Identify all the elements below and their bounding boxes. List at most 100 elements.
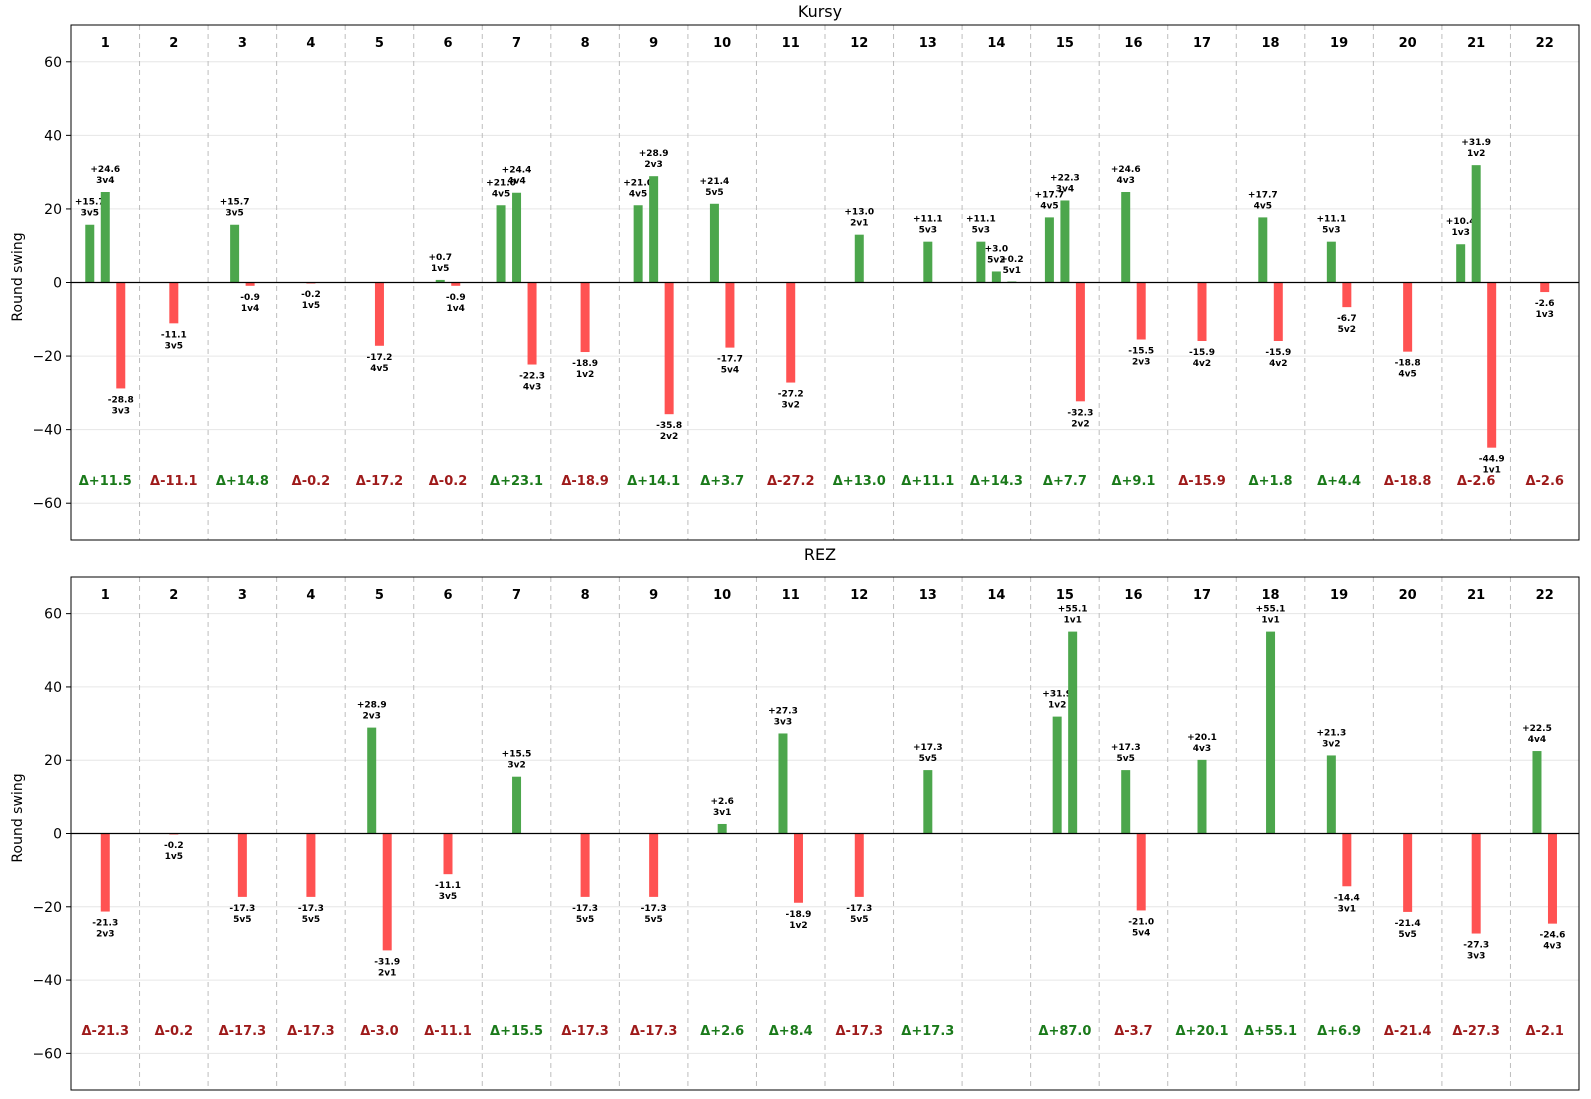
- round-number: 3: [238, 36, 247, 51]
- bar-value-label: +11.1: [913, 215, 943, 225]
- swing-bar: [1540, 282, 1550, 293]
- round-delta: Δ+1.8: [1249, 474, 1293, 489]
- swing-bar: [1273, 282, 1283, 341]
- swing-bar: [100, 192, 110, 283]
- bar-matchup-label: 1v2: [1467, 149, 1485, 159]
- bar-value-label: -0.2: [301, 290, 321, 300]
- bar-value-label: -27.3: [1463, 941, 1489, 951]
- round-delta: Δ-17.3: [287, 1024, 335, 1039]
- swing-bar: [633, 205, 643, 283]
- swing-bar: [854, 833, 864, 897]
- round-number: 19: [1330, 588, 1348, 603]
- bar-matchup-label: 5v5: [302, 915, 320, 925]
- axes-frame: [70, 576, 1580, 1091]
- round-delta: Δ+17.3: [901, 1024, 954, 1039]
- bar-matchup-label: 1v1: [1261, 616, 1279, 626]
- round-delta: Δ+20.1: [1175, 1024, 1228, 1039]
- round-delta: Δ-27.2: [767, 474, 815, 489]
- bar-value-label: +22.3: [1050, 173, 1080, 183]
- bar-matchup-label: 2v3: [644, 160, 662, 170]
- round-number: 12: [850, 588, 868, 603]
- bar-matchup-label: 5v2: [1338, 325, 1356, 335]
- bar-value-label: +11.1: [966, 215, 996, 225]
- swing-bar: [1044, 217, 1054, 283]
- axes-frame: [70, 24, 1580, 541]
- swing-bar: [1326, 241, 1336, 283]
- bar-matchup-label: 5v3: [1322, 226, 1340, 236]
- bar-matchup-label: 4v3: [1117, 176, 1135, 186]
- swing-bar: [230, 224, 240, 283]
- swing-bar: [1471, 165, 1481, 283]
- swing-bar: [1121, 192, 1131, 283]
- swing-bar: [435, 279, 445, 283]
- bar-value-label: +17.3: [913, 743, 943, 753]
- round-delta: Δ+3.7: [700, 474, 744, 489]
- bar-matchup-label: 3v4: [96, 176, 114, 186]
- bar-matchup-label: 5v4: [721, 366, 739, 376]
- swing-bar: [237, 833, 247, 897]
- bar-value-label: -21.0: [1128, 917, 1154, 927]
- round-number: 21: [1467, 36, 1485, 51]
- round-number: 9: [649, 36, 658, 51]
- bar-value-label: -17.3: [298, 904, 324, 914]
- swing-bar: [991, 271, 1001, 283]
- swing-bar: [1068, 631, 1078, 834]
- bar-value-label: -15.9: [1265, 348, 1291, 358]
- swing-bar: [1136, 833, 1146, 911]
- bar-matchup-label: 2v1: [850, 219, 868, 229]
- swing-bar: [793, 833, 803, 903]
- bar-value-label: -0.9: [240, 293, 260, 303]
- round-number: 17: [1193, 36, 1211, 51]
- round-number: 22: [1536, 36, 1554, 51]
- bar-matchup-label: 1v2: [789, 921, 807, 931]
- bar-value-label: -31.9: [374, 957, 400, 967]
- y-tick-label: 60: [44, 55, 62, 71]
- swing-bar: [1197, 282, 1207, 341]
- kursy-panel: Kursy Round swing −60−40−200204060+15.73…: [10, 2, 1580, 541]
- bar-value-label: -15.9: [1189, 348, 1215, 358]
- swing-bar: [1456, 244, 1466, 283]
- bar-matchup-label: 3v2: [1322, 739, 1340, 749]
- bar-matchup-label: 4v5: [1398, 370, 1416, 380]
- bar-matchup-label: 4v3: [523, 383, 541, 393]
- round-delta: Δ-18.8: [1384, 474, 1432, 489]
- swing-bar: [786, 282, 796, 383]
- bar-value-label: +28.9: [357, 701, 387, 711]
- round-number: 8: [581, 36, 590, 51]
- bar-value-label: -14.4: [1334, 893, 1360, 903]
- round-delta: Δ-27.3: [1452, 1024, 1500, 1039]
- bar-value-label: +55.1: [1058, 605, 1088, 615]
- bar-value-label: +55.1: [1256, 605, 1286, 615]
- round-number: 17: [1193, 588, 1211, 603]
- swing-bar: [1326, 755, 1336, 834]
- round-number: 9: [649, 588, 658, 603]
- bar-matchup-label: 3v4: [1056, 184, 1074, 194]
- bar-matchup-label: 4v4: [507, 177, 525, 187]
- round-number: 18: [1261, 588, 1279, 603]
- round-number: 16: [1124, 36, 1142, 51]
- bar-value-label: -18.9: [572, 359, 598, 369]
- bar-value-label: +17.7: [1035, 190, 1065, 200]
- rez-panel: REZ Round swing −60−40−200204060-21.32v3…: [10, 545, 1580, 1091]
- round-delta: Δ+13.0: [833, 474, 886, 489]
- bar-value-label: +31.9: [1461, 138, 1491, 148]
- bar-value-label: +17.7: [1248, 190, 1278, 200]
- swing-bar: [1487, 282, 1497, 448]
- bar-value-label: -2.6: [1535, 299, 1555, 309]
- bar-matchup-label: 1v3: [1451, 228, 1469, 238]
- bar-matchup-label: 4v5: [1254, 201, 1272, 211]
- round-number: 7: [512, 588, 521, 603]
- round-number: 7: [512, 36, 521, 51]
- swing-bar: [1403, 282, 1413, 352]
- bar-matchup-label: 2v2: [1071, 419, 1089, 429]
- bar-value-label: -11.1: [161, 330, 187, 340]
- round-delta: Δ-11.1: [150, 474, 198, 489]
- round-number: 6: [443, 588, 452, 603]
- swing-bar: [976, 241, 986, 283]
- bar-value-label: +24.6: [90, 165, 120, 175]
- round-delta: Δ+15.5: [490, 1024, 543, 1039]
- bar-value-label: +10.4: [1446, 217, 1476, 227]
- round-number: 3: [238, 588, 247, 603]
- round-number: 1: [101, 36, 110, 51]
- bar-value-label: -44.9: [1479, 455, 1505, 465]
